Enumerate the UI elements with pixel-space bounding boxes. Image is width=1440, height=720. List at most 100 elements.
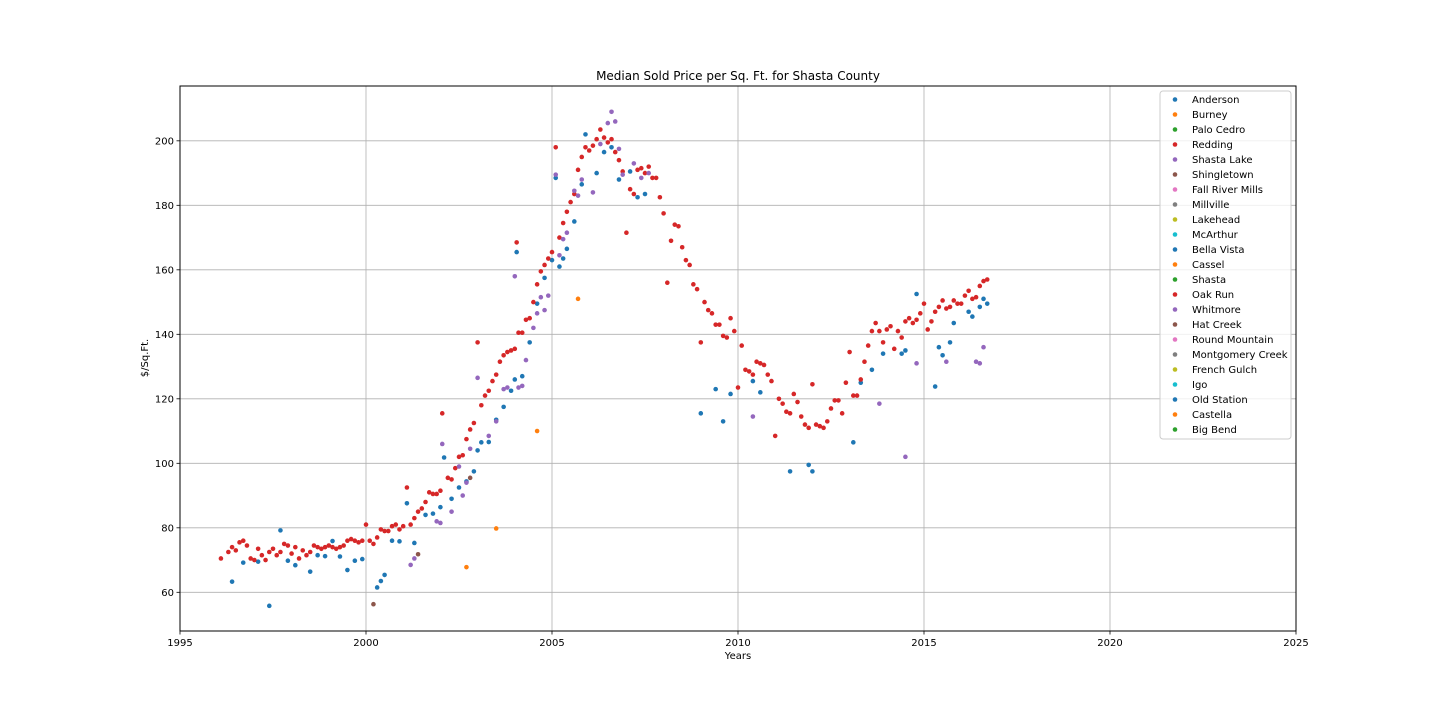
data-point [516,330,521,336]
data-point [229,579,235,584]
data-point [609,109,614,115]
data-point [620,172,625,177]
data-point [914,361,919,366]
data-point [531,299,536,305]
data-point [620,169,625,174]
legend-item: Big Bend [1172,425,1237,436]
data-point [802,422,808,427]
data-point [315,544,320,550]
data-point [869,367,875,373]
data-point [464,564,469,570]
data-point [944,306,949,311]
legend-item: Shingletown [1172,170,1254,181]
data-point [676,223,681,229]
data-point [936,344,942,350]
y-axis-ticks: 60 80 100 120 140 160 180 200 [155,136,180,599]
data-point [661,211,666,216]
data-point [434,519,439,524]
data-point [300,548,306,553]
data-point [687,262,692,268]
data-point [635,167,640,173]
data-point [906,315,912,321]
data-point [542,275,547,281]
legend-marker [1172,172,1178,177]
data-point [627,169,633,174]
data-point [293,562,298,568]
data-point [564,209,570,215]
data-point [981,344,986,350]
data-point [784,409,789,415]
data-point [516,385,521,390]
y-tick-label: 100 [155,459,174,470]
data-point [698,340,704,345]
data-point [493,372,499,377]
data-point [244,543,250,548]
data-point [538,269,544,274]
legend-label: French Gulch [1192,365,1257,376]
data-point [218,556,224,561]
x-tick-label: 2000 [353,638,378,649]
data-point [486,388,492,394]
data-point [977,304,983,310]
data-point [590,190,596,195]
legend-item: McArthur [1172,230,1239,241]
data-point [352,558,358,563]
legend-item: Palo Cedro [1172,125,1245,136]
data-point [359,538,365,544]
data-point [869,328,875,334]
data-point [984,277,990,282]
data-point [951,320,957,326]
legend-marker [1172,127,1178,132]
data-point [545,293,551,298]
data-point [371,541,376,547]
data-point [631,191,637,197]
data-point [958,301,964,306]
data-point [493,526,499,531]
data-point [486,433,492,439]
data-point [947,340,953,345]
data-point [404,485,410,490]
legend-marker [1172,412,1178,417]
data-point [449,509,454,514]
data-point [810,381,815,387]
chart-title: Median Sold Price per Sq. Ft. for Shasta… [596,69,880,83]
data-point [330,538,335,544]
data-point [665,280,670,286]
data-point [594,170,599,176]
legend-item: Shasta [1172,275,1226,286]
data-point [479,402,484,408]
data-point [977,361,983,366]
data-point [467,427,473,432]
data-point [691,282,696,287]
data-point [514,240,519,245]
data-point [226,549,231,555]
legend-marker [1172,202,1178,207]
data-point [609,144,614,150]
data-point [307,569,313,574]
data-point [984,301,990,306]
data-point [616,157,622,163]
data-point [731,328,737,334]
data-point [557,253,562,258]
data-point [598,127,603,132]
data-point [482,393,488,398]
data-point [237,540,242,545]
legend-label: Shasta [1192,275,1226,286]
data-point [955,301,960,306]
data-point [456,454,462,460]
data-point [439,441,445,447]
data-point [787,469,793,474]
data-point [754,359,759,365]
legend-marker [1172,187,1178,192]
data-point [925,327,931,332]
data-point [475,375,480,381]
data-point [720,419,726,424]
legend-item: Oak Run [1172,290,1234,301]
data-point [910,320,916,326]
data-point [356,540,361,545]
data-point [735,385,741,390]
data-point [851,393,856,398]
data-point [903,319,908,324]
legend-marker [1172,427,1178,432]
data-point [289,551,294,556]
